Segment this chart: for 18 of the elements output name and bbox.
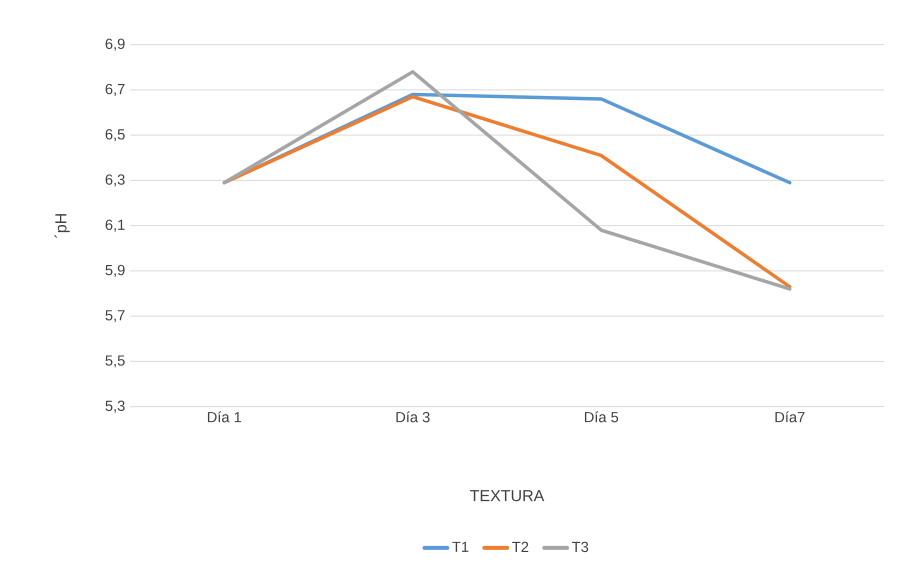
y-axis-title: ´pH	[54, 214, 70, 238]
y-tick-label: 6,5	[106, 129, 125, 142]
y-tick-label: 6,3	[106, 174, 125, 186]
x-tick-label: Día7	[775, 411, 805, 422]
y-tick-label: 6,9	[106, 38, 125, 51]
x-tick-label: Día 3	[396, 411, 430, 422]
y-tick-label: 5,7	[105, 310, 125, 322]
y-tick-label: 5,9	[105, 264, 125, 277]
y-tick-label: 6,1	[106, 220, 125, 232]
legend-label: T2	[512, 542, 528, 552]
y-tick-label: 5,5	[105, 355, 125, 368]
legend-label: T1	[452, 542, 468, 552]
legend-label: T3	[572, 542, 588, 552]
y-tick-label: 6,7	[106, 84, 125, 96]
y-tick-label: 5,3	[105, 400, 125, 413]
x-axis-title: TEXTURA	[470, 490, 544, 502]
x-tick-label: Día 5	[584, 411, 618, 422]
x-tick-label: Día 1	[208, 411, 242, 422]
